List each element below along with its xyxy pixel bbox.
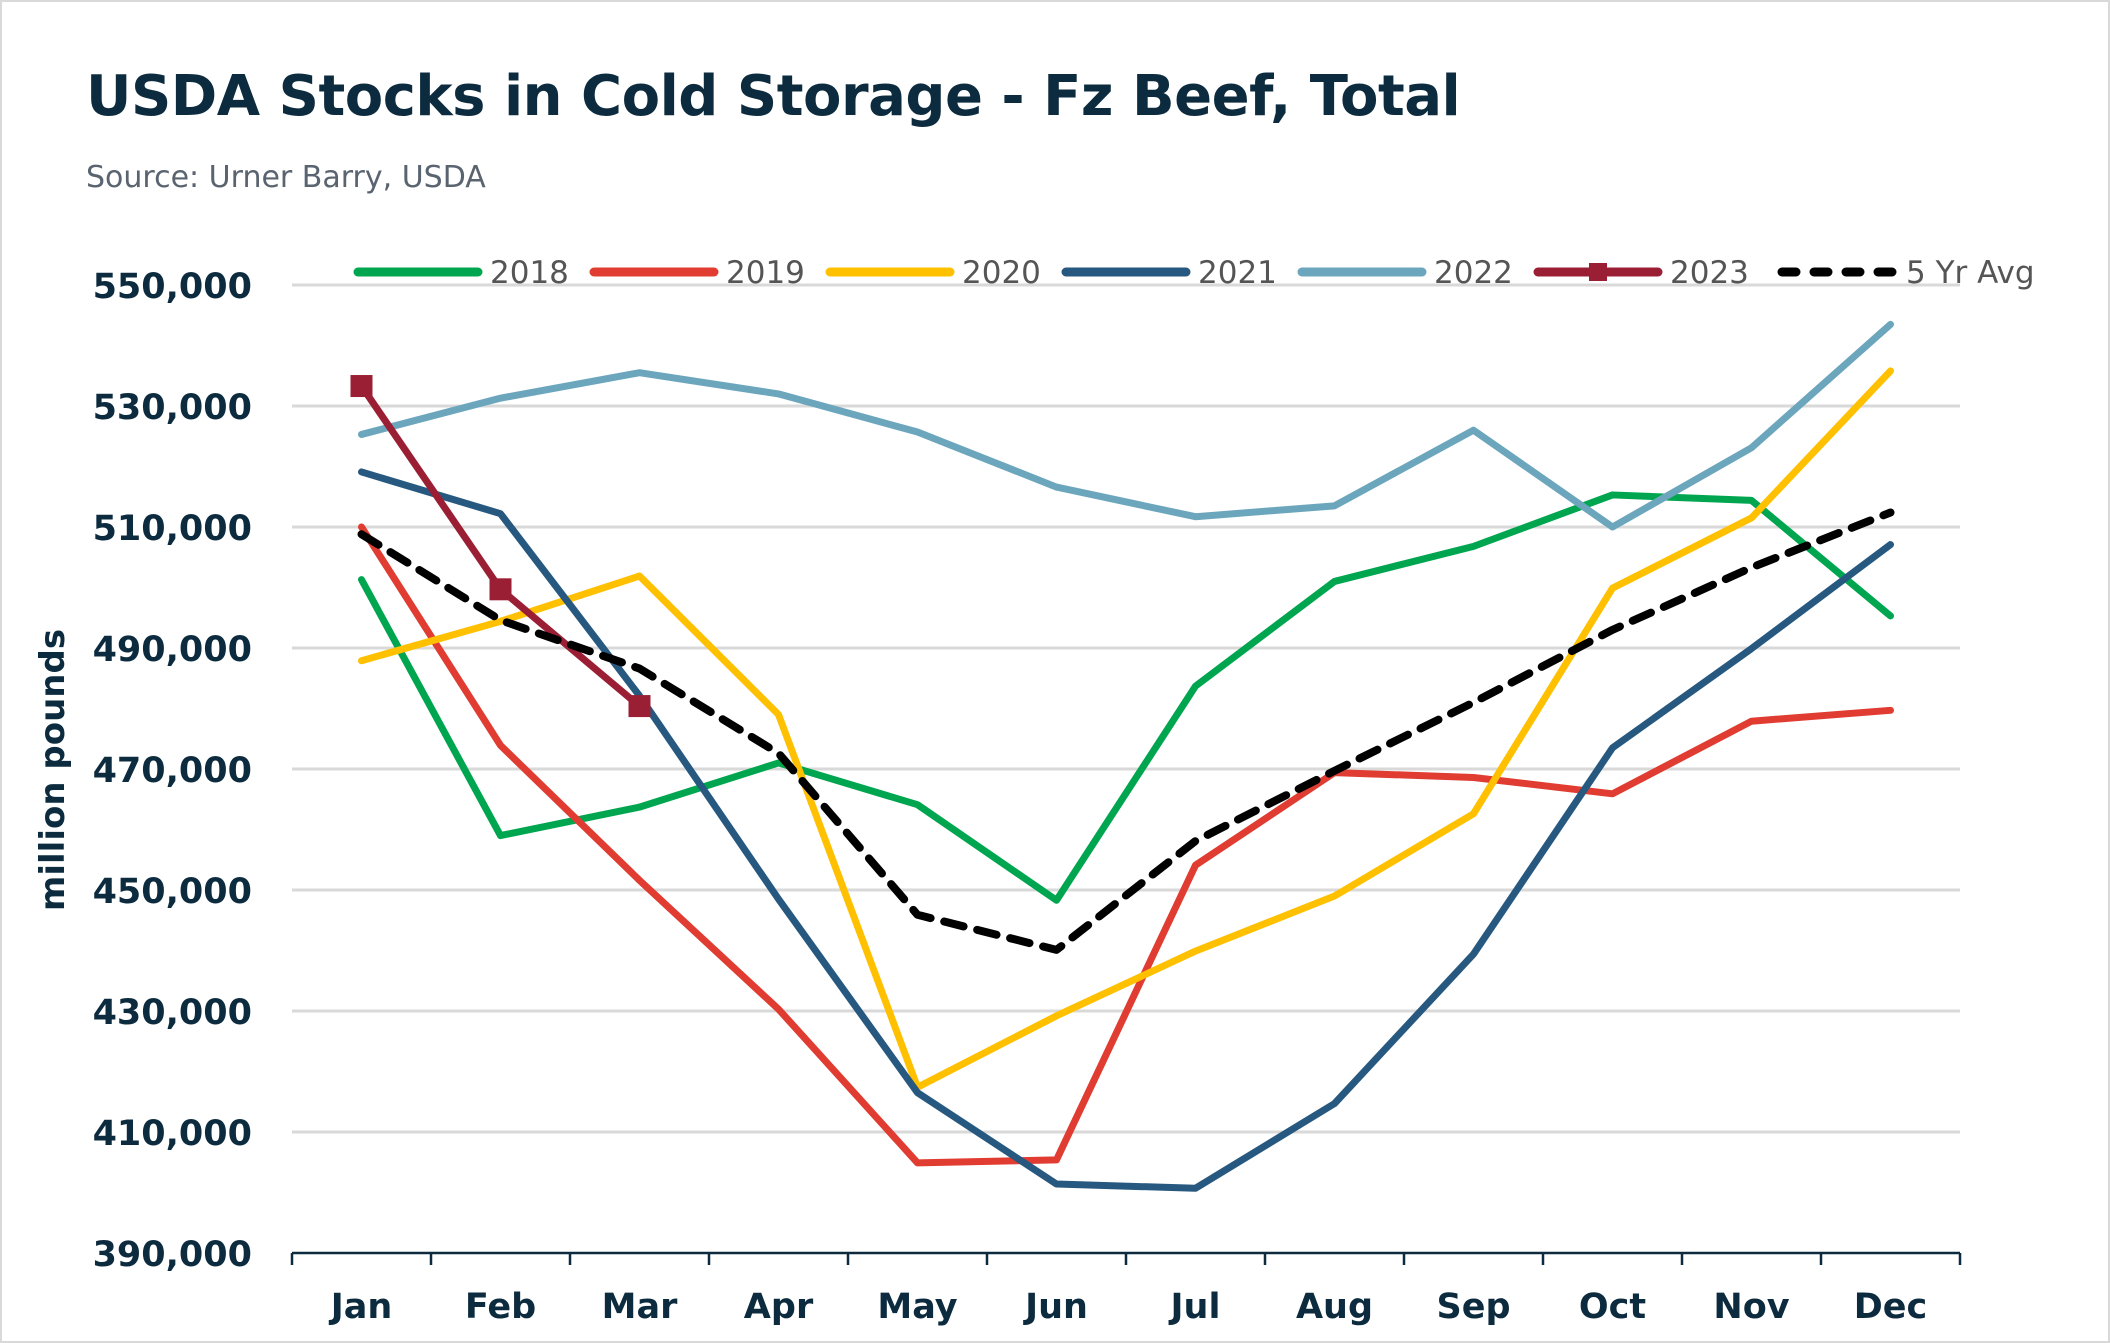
- series-line-5-yr-avg: [357, 508, 1895, 954]
- legend-label: 2022: [1434, 255, 1513, 291]
- x-tick-label: Apr: [744, 1287, 814, 1327]
- y-axis-title: million pounds: [33, 629, 73, 911]
- legend-label: 2021: [1198, 255, 1277, 291]
- x-tick-label: Jun: [1023, 1287, 1088, 1327]
- x-tick-label: Feb: [465, 1287, 536, 1327]
- data-marker: [628, 695, 651, 718]
- chart-title: USDA Stocks in Cold Storage - Fz Beef, T…: [86, 64, 1461, 129]
- legend-label: 2023: [1670, 255, 1749, 291]
- legend-label: 2020: [962, 255, 1041, 291]
- x-tick-label: Sep: [1437, 1287, 1511, 1327]
- y-tick-label: 530,000: [93, 388, 252, 428]
- y-tick-label: 390,000: [93, 1235, 252, 1275]
- chart-subtitle: Source: Urner Barry, USDA: [86, 160, 486, 195]
- data-marker: [350, 375, 373, 398]
- legend-label: 2018: [490, 255, 569, 291]
- x-tick-label: Jul: [1169, 1287, 1221, 1327]
- y-tick-label: 410,000: [93, 1114, 252, 1154]
- data-marker: [489, 578, 512, 601]
- y-tick-label: 470,000: [93, 751, 252, 791]
- series-line-2020: [358, 367, 1894, 1091]
- y-tick-label: 450,000: [93, 872, 252, 912]
- y-tick-label: 430,000: [93, 993, 252, 1033]
- series-line-2022: [358, 320, 1894, 531]
- y-tick-label: 510,000: [93, 509, 252, 549]
- x-tick-label: Dec: [1854, 1287, 1928, 1327]
- x-tick-label: May: [877, 1287, 957, 1327]
- legend-label: 5 Yr Avg: [1906, 255, 2035, 291]
- legend-label: 2019: [726, 255, 805, 291]
- series-line-2021: [358, 468, 1894, 1192]
- x-tick-label: Aug: [1296, 1287, 1373, 1327]
- x-tick-label: Oct: [1579, 1287, 1646, 1327]
- series-line-2019: [358, 523, 1894, 1167]
- series-line-2018: [358, 491, 1894, 904]
- y-tick-label: 550,000: [93, 267, 252, 307]
- legend-marker: [1589, 263, 1607, 281]
- y-tick-label: 490,000: [93, 630, 252, 670]
- x-tick-label: Mar: [602, 1287, 678, 1327]
- x-tick-label: Jan: [329, 1287, 393, 1327]
- x-tick-label: Nov: [1713, 1287, 1789, 1327]
